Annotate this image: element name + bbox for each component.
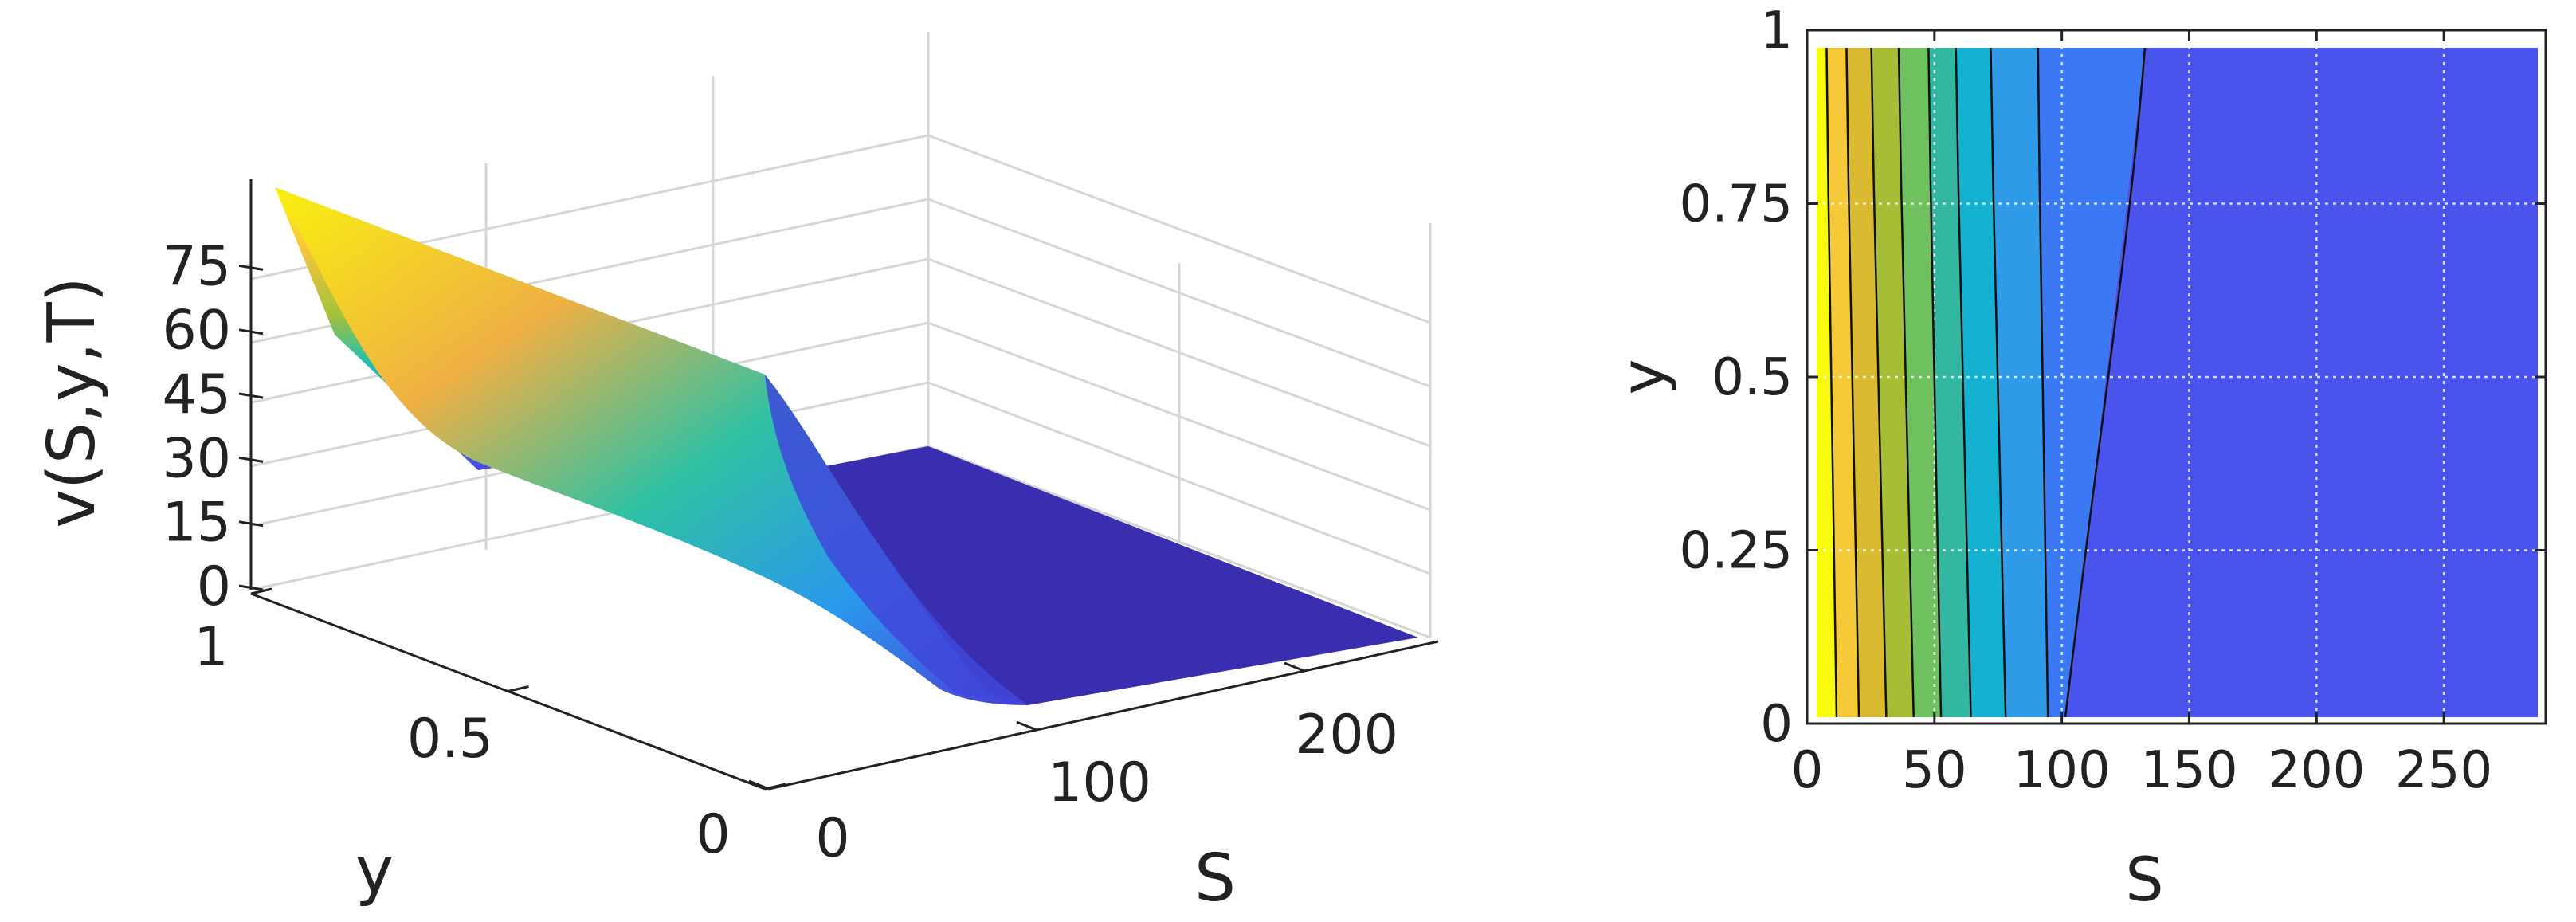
s-axis-line xyxy=(768,640,1439,791)
z-tick-label: 0 xyxy=(197,555,231,618)
s-tick-label: 0 xyxy=(815,807,849,870)
z-tick-label: 75 xyxy=(162,235,231,298)
contour-x-tick-label: 50 xyxy=(1902,741,1966,800)
contour-y-tick-label: 0.5 xyxy=(1711,348,1793,407)
contour-x-tick-label: 100 xyxy=(2013,741,2111,800)
z-tick xyxy=(238,584,264,591)
contour-line xyxy=(1990,47,2007,718)
surface-zlabel: v(S,y,T) xyxy=(34,277,110,528)
y-tick-label: 0.5 xyxy=(407,708,493,771)
s-tick xyxy=(748,779,770,791)
z-tick xyxy=(238,328,264,335)
contour-line xyxy=(2037,47,2049,718)
contour-ylabel: y xyxy=(1607,359,1678,395)
contour-y-tick-label: 0 xyxy=(1760,695,1793,754)
s-tick xyxy=(1284,661,1305,673)
z-tick-label: 30 xyxy=(162,427,231,490)
contour-ticks: 0 50 100 150 200 250 0 0.25 0.5 0.75 1 Sy xyxy=(1607,2,2546,915)
y-tick xyxy=(250,587,272,595)
contour-bands xyxy=(1817,48,2538,717)
z-tick xyxy=(238,456,264,463)
contour-line xyxy=(1927,47,1943,718)
y-tick xyxy=(508,685,529,692)
contour-y-tick-label: 0.25 xyxy=(1680,522,1794,581)
contour-x-tick-label: 150 xyxy=(2140,741,2237,800)
surface-mesh xyxy=(275,187,1418,705)
contour-line xyxy=(1870,47,1888,718)
z-tick-label: 15 xyxy=(162,492,231,555)
contour-line xyxy=(1845,47,1860,718)
contour-x-tick-label: 250 xyxy=(2395,741,2492,800)
s-tick-label: 200 xyxy=(1295,704,1398,767)
contour-x-tick-label: 0 xyxy=(1791,741,1824,800)
z-tick-label: 45 xyxy=(162,363,231,426)
surface-slope xyxy=(275,187,1028,705)
surface-xlabel: S xyxy=(1194,841,1236,916)
z-tick xyxy=(238,264,264,271)
contour-y-tick-label: 0.75 xyxy=(1680,175,1794,234)
contour-x-tick-label: 200 xyxy=(2268,741,2365,800)
contour-line xyxy=(1825,47,1838,718)
z-tick xyxy=(238,520,264,528)
contour-y-tick-label: 1 xyxy=(1760,2,1793,61)
z-tick-label: 60 xyxy=(162,300,231,363)
contour-xlabel: S xyxy=(2125,844,2163,915)
contour-line xyxy=(1897,47,1915,718)
y-tick-label: 0 xyxy=(696,803,730,866)
contour-lines xyxy=(1825,47,2147,718)
contour-band xyxy=(1990,48,2049,717)
surface-flat-region xyxy=(805,446,1418,705)
contour-line xyxy=(2064,47,2147,718)
y-tick-label: 1 xyxy=(194,616,228,679)
s-tick xyxy=(1016,720,1037,732)
z-tick xyxy=(238,392,264,399)
contour-plot: 0 50 100 150 200 250 0 0.25 0.5 0.75 1 Sy xyxy=(1607,2,2547,915)
contour-line xyxy=(1955,47,1972,718)
s-tick-label: 100 xyxy=(1048,751,1151,814)
surface-ylabel: y xyxy=(355,833,394,908)
